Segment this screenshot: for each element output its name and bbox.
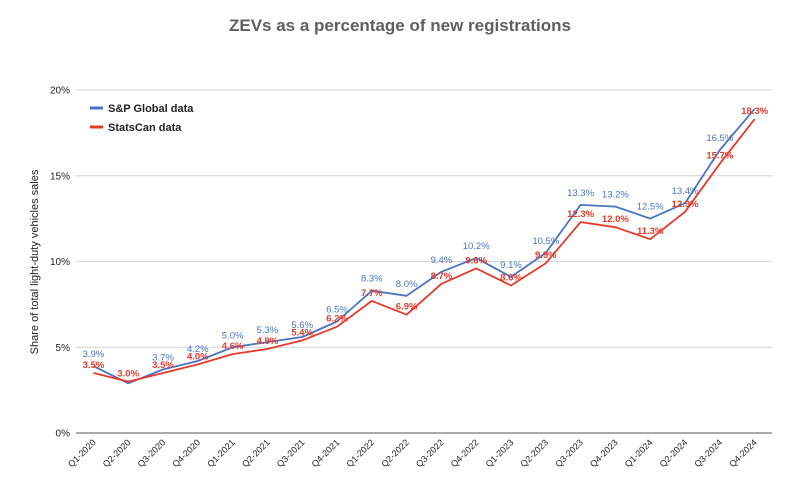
gridlines bbox=[76, 89, 772, 434]
y-tick-label: 10% bbox=[50, 257, 70, 268]
x-tick-label: Q3-2020 bbox=[136, 437, 168, 469]
data-label: 7.7% bbox=[361, 288, 383, 299]
series-lines bbox=[93, 108, 756, 385]
legend-entry: StatsCan data bbox=[108, 122, 182, 134]
x-tick-label: Q2-2022 bbox=[379, 437, 411, 469]
x-tick-label: Q2-2021 bbox=[240, 437, 272, 469]
data-label: 8.6% bbox=[500, 273, 522, 284]
data-label: 12.5% bbox=[637, 202, 664, 213]
x-tick-label: Q1-2022 bbox=[344, 437, 376, 469]
x-tick-label: Q1-2020 bbox=[66, 437, 98, 469]
data-label: 6.2% bbox=[326, 314, 348, 325]
legend-entry: S&P Global data bbox=[108, 103, 194, 115]
data-label: 3.9% bbox=[83, 349, 105, 360]
x-tick-label: Q4-2024 bbox=[727, 437, 759, 469]
x-tick-label: Q4-2022 bbox=[449, 437, 481, 469]
data-label: 4.9% bbox=[257, 336, 279, 347]
x-tick-label: Q1-2021 bbox=[205, 437, 237, 469]
x-tick-label: Q1-2024 bbox=[623, 437, 655, 469]
data-label: 9.1% bbox=[500, 260, 522, 271]
data-label: 10.2% bbox=[463, 241, 490, 252]
data-label: 15.7% bbox=[706, 151, 733, 162]
data-label: 4.6% bbox=[222, 341, 244, 352]
y-tick-labels: 0% 5% 10% 15% 20% bbox=[50, 86, 70, 440]
chart-title: ZEVs as a percentage of new registration… bbox=[229, 16, 571, 35]
data-label: 8.7% bbox=[431, 271, 453, 282]
y-axis-label: Share of total light-duty vehicles sales bbox=[29, 169, 41, 354]
data-label: 11.3% bbox=[637, 226, 664, 237]
legend: S&P Global data StatsCan data bbox=[90, 103, 194, 134]
data-label: 12.0% bbox=[602, 214, 629, 225]
data-label: 9.6% bbox=[465, 255, 487, 266]
data-label: 16.5% bbox=[706, 133, 733, 144]
data-label: 13.3% bbox=[567, 188, 594, 199]
data-label: 8.3% bbox=[361, 274, 383, 285]
y-tick-label: 20% bbox=[50, 86, 70, 97]
data-labels: 3.9% 3.7% 4.2% 5.0% 5.3% 5.6% 6.5% 8.3% 8.0% 9.4%… bbox=[83, 106, 769, 379]
data-label: 5.4% bbox=[291, 327, 313, 338]
data-label: 6.5% bbox=[326, 305, 348, 316]
series-line-sp-global bbox=[93, 108, 756, 385]
data-label: 18.3% bbox=[741, 106, 768, 117]
x-tick-label: Q2-2024 bbox=[658, 437, 690, 469]
x-tick-label: Q3-2023 bbox=[553, 437, 585, 469]
data-label: 13.2% bbox=[602, 190, 629, 201]
series-line-statscan bbox=[93, 118, 756, 383]
data-label: 12.9% bbox=[672, 199, 699, 210]
x-tick-label: Q2-2023 bbox=[518, 437, 550, 469]
data-label: 13.4% bbox=[672, 186, 699, 197]
data-label: 3.0% bbox=[117, 369, 139, 380]
x-tick-label: Q3-2022 bbox=[414, 437, 446, 469]
data-label: 5.6% bbox=[291, 320, 313, 331]
x-tick-label: Q3-2024 bbox=[692, 437, 724, 469]
data-label: 12.3% bbox=[567, 209, 594, 220]
x-tick-label: Q1-2023 bbox=[484, 437, 516, 469]
x-tick-label: Q4-2023 bbox=[588, 437, 620, 469]
data-label: 3.5% bbox=[83, 360, 105, 371]
data-label: 9.4% bbox=[431, 255, 453, 266]
data-label: 3.7% bbox=[152, 353, 174, 364]
y-tick-label: 15% bbox=[50, 171, 70, 182]
data-label: 4.0% bbox=[187, 351, 209, 362]
x-tick-label: Q3-2021 bbox=[275, 437, 307, 469]
y-tick-label: 0% bbox=[56, 429, 71, 440]
data-label: 6.9% bbox=[396, 302, 418, 313]
data-label: 5.3% bbox=[257, 325, 279, 336]
x-tick-label: Q2-2020 bbox=[101, 437, 133, 469]
x-tick-label: Q4-2020 bbox=[170, 437, 202, 469]
data-label: 3.5% bbox=[152, 360, 174, 371]
y-tick-label: 5% bbox=[56, 343, 71, 354]
data-label: 8.0% bbox=[396, 279, 418, 290]
data-label: 5.0% bbox=[222, 330, 244, 341]
x-tick-labels: Q1-2020 Q2-2020 Q3-2020 Q4-2020 Q1-2021 Q2-20… bbox=[66, 437, 759, 469]
data-label: 4.2% bbox=[187, 344, 209, 355]
data-label: 10.5% bbox=[532, 236, 559, 247]
data-label: 9.9% bbox=[535, 250, 557, 261]
x-tick-label: Q4-2021 bbox=[310, 437, 342, 469]
